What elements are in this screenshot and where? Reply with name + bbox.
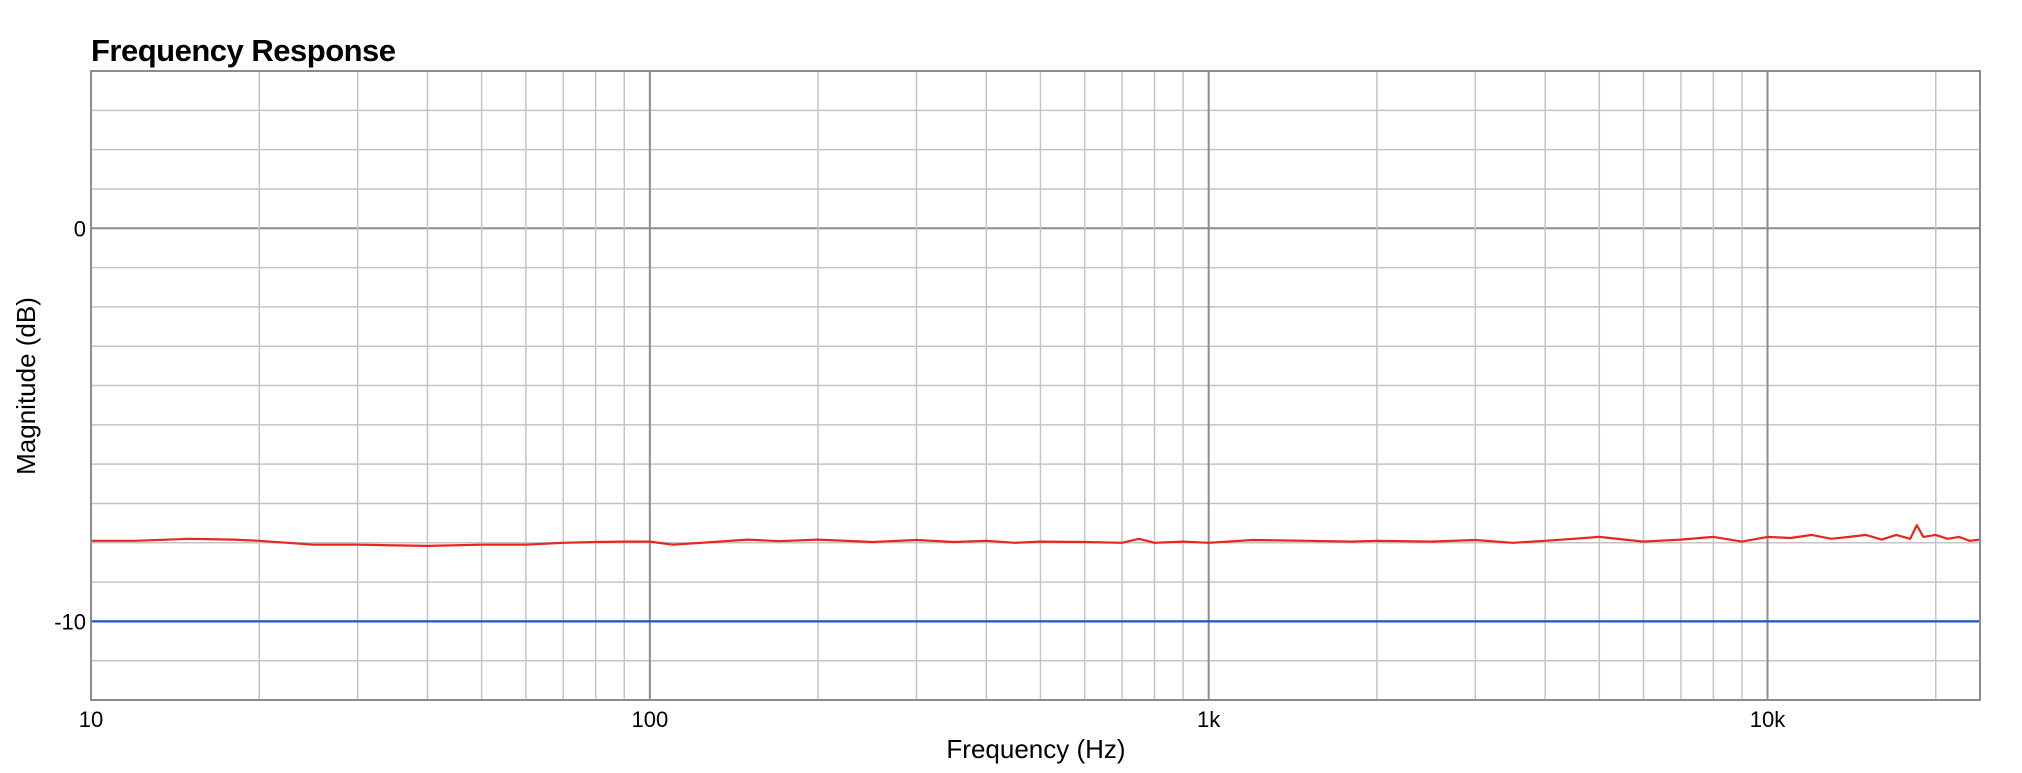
series-layer [91, 523, 1981, 623]
x-tick-label: 1k [1197, 707, 1221, 732]
plot-frame [90, 70, 1981, 701]
x-tick-label: 100 [631, 707, 668, 732]
tick-labels: 10 100 1k 10k 0 -10 [54, 216, 1786, 732]
y-tick-label: -10 [54, 609, 86, 634]
x-tick-label: 10 [79, 707, 103, 732]
y-tick-label: 0 [74, 216, 86, 241]
series-line-1 [91, 523, 1981, 548]
x-tick-label: 10k [1750, 707, 1786, 732]
x-axis-label: Frequency (Hz) [946, 734, 1125, 764]
y-axis-label: Magnitude (dB) [11, 297, 41, 475]
chart-title: Frequency Response [91, 33, 396, 68]
